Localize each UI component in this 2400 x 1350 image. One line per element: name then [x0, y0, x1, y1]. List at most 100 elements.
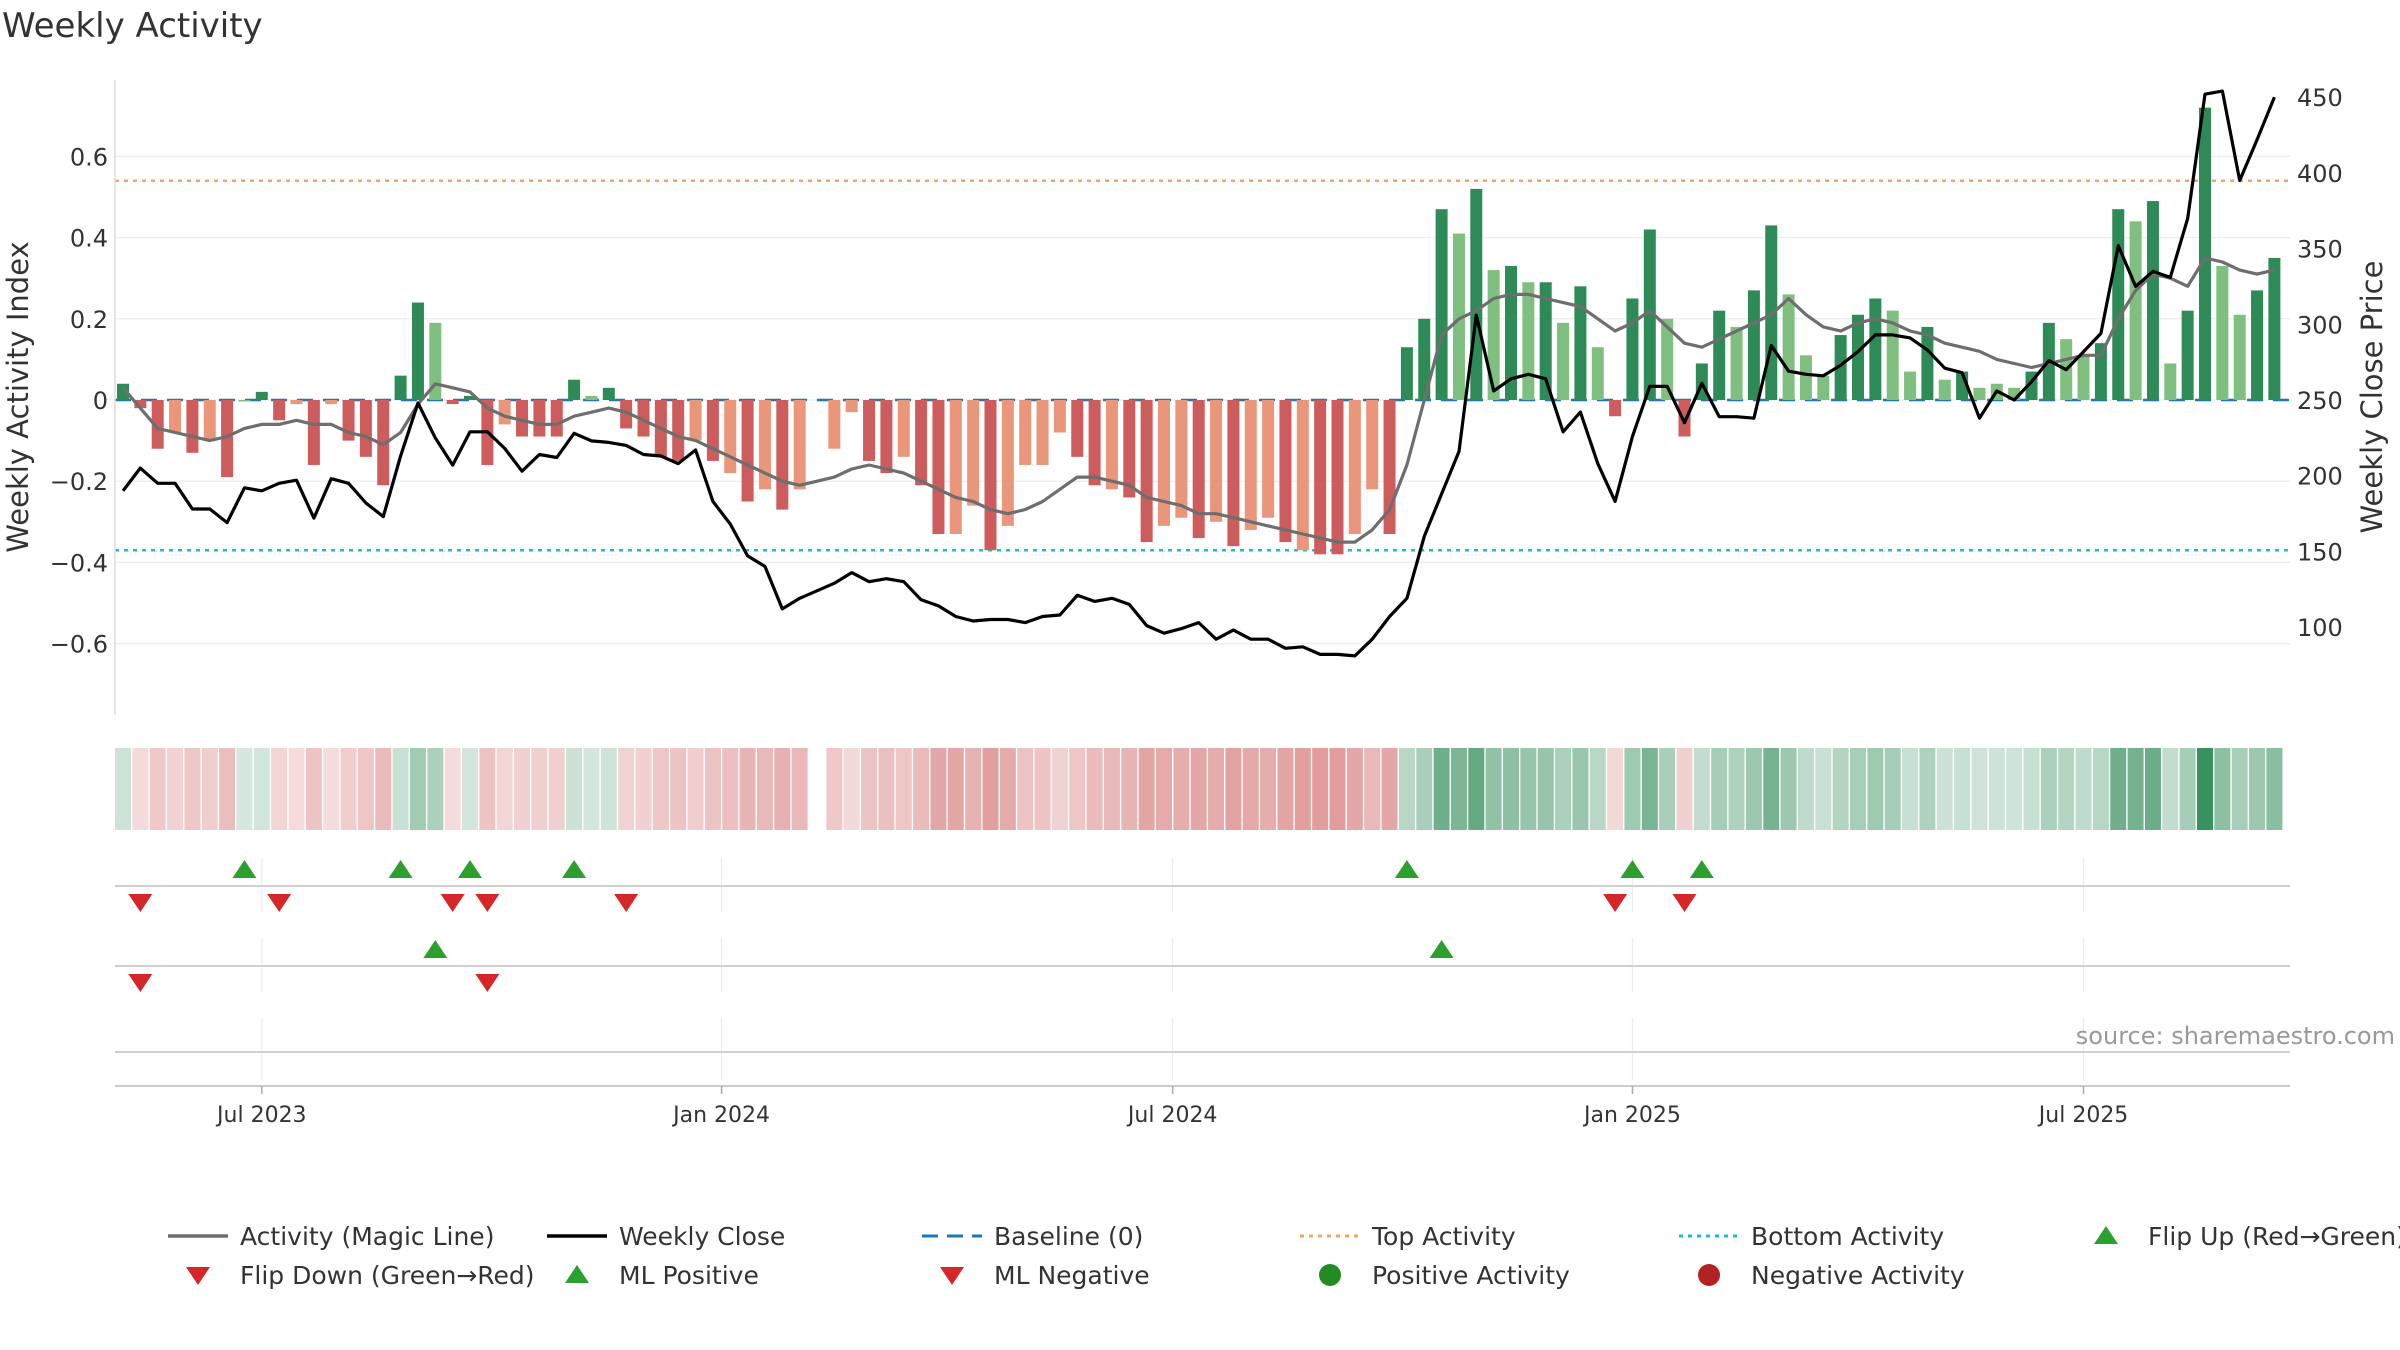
activity-bar — [949, 400, 962, 534]
activity-bar — [585, 395, 598, 400]
activity-bar — [1938, 379, 1951, 400]
activity-bar — [1314, 400, 1327, 555]
heat-cell — [531, 748, 548, 830]
activity-bar — [1921, 326, 1934, 400]
activity-bar — [1123, 400, 1136, 498]
x-tick-label: Jul 2023 — [215, 1103, 307, 1128]
heat-cell — [1624, 748, 1641, 830]
legend-swatch — [186, 1267, 210, 1285]
flip-up-marker — [388, 860, 413, 878]
heat-cell — [409, 748, 426, 830]
activity-bar — [273, 400, 286, 421]
activity-bar — [1747, 290, 1760, 400]
heat-cell — [1468, 748, 1485, 830]
heat-cell — [1190, 748, 1207, 830]
activity-bar — [1227, 400, 1240, 547]
activity-bar — [1539, 282, 1552, 400]
legend-item: Top Activity — [1300, 1222, 1516, 1251]
heat-cell — [1537, 748, 1554, 830]
heat-cell — [2144, 748, 2161, 830]
heat-cell — [635, 748, 652, 830]
heat-cell — [1485, 748, 1502, 830]
heat-cell — [2023, 748, 2040, 830]
heat-cell — [774, 748, 791, 830]
flip-up-marker — [232, 860, 257, 878]
activity-bar — [1244, 400, 1257, 530]
heat-cell — [444, 748, 461, 830]
activity-bar — [880, 400, 893, 474]
flip-down-marker — [1672, 894, 1697, 912]
heat-cell — [427, 748, 444, 830]
heat-cell — [1503, 748, 1519, 830]
reference-lines — [115, 179, 2290, 552]
legend-item: Negative Activity — [1698, 1261, 1965, 1290]
legend-item: Activity (Magic Line) — [168, 1222, 494, 1251]
activity-bar — [1036, 400, 1049, 465]
activity-bar — [359, 400, 372, 457]
legend-label: Weekly Close — [619, 1222, 785, 1251]
heat-cell — [323, 748, 340, 830]
activity-bar — [758, 400, 771, 490]
activity-bar — [411, 302, 424, 400]
heat-cell — [1260, 748, 1277, 830]
heat-cell — [1850, 748, 1866, 830]
heat-cell — [1867, 748, 1884, 830]
activity-bar — [1175, 400, 1188, 518]
activity-bar — [1904, 371, 1917, 400]
heat-cell — [2110, 748, 2127, 830]
heat-cell — [1277, 748, 1294, 830]
activity-bar — [724, 400, 737, 474]
heat-cell — [1329, 748, 1346, 830]
heat-cell — [1346, 748, 1363, 830]
heat-cell — [149, 748, 166, 830]
activity-bar — [516, 400, 529, 437]
activity-bar — [1019, 400, 1032, 465]
activity-bar — [1643, 229, 1656, 400]
activity-bar — [1886, 310, 1899, 400]
activity-bar — [984, 400, 997, 551]
activity-bar — [1487, 270, 1500, 400]
activity-bar — [1192, 400, 1205, 539]
heat-cell — [1659, 748, 1676, 830]
x-tick-label: Jan 2024 — [671, 1103, 770, 1128]
activity-bar — [1296, 400, 1309, 551]
activity-bar — [1713, 310, 1726, 400]
heat-cell — [2197, 748, 2213, 830]
activity-bar — [134, 400, 147, 409]
heat-cell — [999, 748, 1016, 830]
heat-cell — [1988, 748, 2005, 830]
activity-bar — [2129, 221, 2142, 400]
heat-cell — [618, 748, 635, 830]
heat-cell — [1381, 748, 1398, 830]
heat-cell — [2231, 748, 2248, 830]
activity-bar — [1140, 400, 1153, 543]
heat-cell — [1520, 748, 1537, 830]
heat-cell — [704, 748, 721, 830]
heat-cell — [2092, 748, 2109, 830]
activity-bar — [1279, 400, 1292, 543]
flip-down-marker — [614, 894, 639, 912]
activity-bar — [1435, 209, 1448, 400]
heat-cell — [965, 748, 982, 830]
heat-cell — [1121, 748, 1138, 830]
heat-cell — [1173, 748, 1190, 830]
activity-bar — [1071, 400, 1084, 457]
heat-cell — [2266, 748, 2283, 830]
ml-negative-marker — [475, 974, 500, 992]
legend-swatch — [2094, 1226, 2118, 1244]
flip-up-marker — [562, 860, 587, 878]
activity-bar — [1001, 400, 1014, 526]
legend-label: Baseline (0) — [994, 1222, 1143, 1251]
activity-bar — [689, 400, 702, 441]
heat-cell — [600, 748, 617, 830]
ml-positive-marker — [1429, 940, 1454, 958]
activity-bar — [255, 391, 268, 400]
heat-cell — [2075, 748, 2092, 830]
activity-bar — [793, 400, 806, 490]
legend-swatch — [1698, 1264, 1720, 1286]
heat-cell — [687, 748, 704, 830]
heat-cell — [1919, 748, 1936, 830]
activity-bar — [151, 400, 164, 449]
heat-cell — [878, 748, 895, 830]
